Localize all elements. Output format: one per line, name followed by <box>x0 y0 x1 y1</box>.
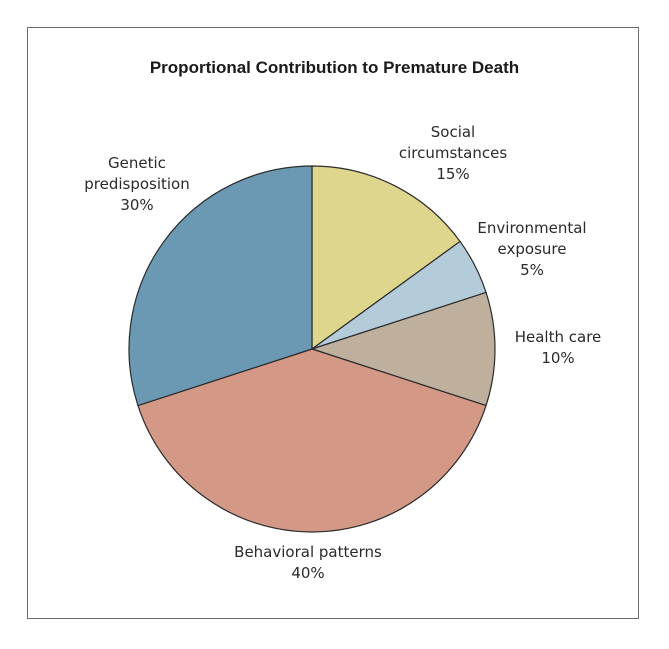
slice-label: Health care 10% <box>515 328 602 367</box>
slice-value-label: 10% <box>541 349 574 367</box>
pie-slices <box>128 165 496 533</box>
slice-label: Behavioral patterns 40% <box>234 543 382 582</box>
slice-category-label: Health care <box>515 328 602 346</box>
slice-category-label: exposure <box>498 240 567 258</box>
slice-label: Genetic predisposition 30% <box>84 154 190 214</box>
slice-category-label: Environmental <box>477 219 586 237</box>
pie-slice <box>311 165 461 351</box>
pie-slice <box>128 165 313 407</box>
slice-category-label: predisposition <box>84 175 190 193</box>
slice-category-label: Behavioral patterns <box>234 543 382 561</box>
pie-labels: Social circumstances 15% Environmental expos… <box>84 123 601 582</box>
slice-category-label: circumstances <box>399 144 507 162</box>
slice-label: Environmental exposure 5% <box>477 219 586 279</box>
pie-slice <box>137 348 487 533</box>
slice-value-label: 5% <box>520 261 544 279</box>
chart-title: Proportional Contribution to Premature D… <box>149 58 520 77</box>
slice-value-label: 40% <box>291 564 324 582</box>
slice-value-label: 30% <box>120 196 153 214</box>
slice-label: Social circumstances 15% <box>399 123 507 183</box>
slice-category-label: Social <box>431 123 475 141</box>
slice-value-label: 15% <box>436 165 469 183</box>
slice-category-label: Genetic <box>108 154 166 172</box>
pie-slice <box>310 291 496 407</box>
